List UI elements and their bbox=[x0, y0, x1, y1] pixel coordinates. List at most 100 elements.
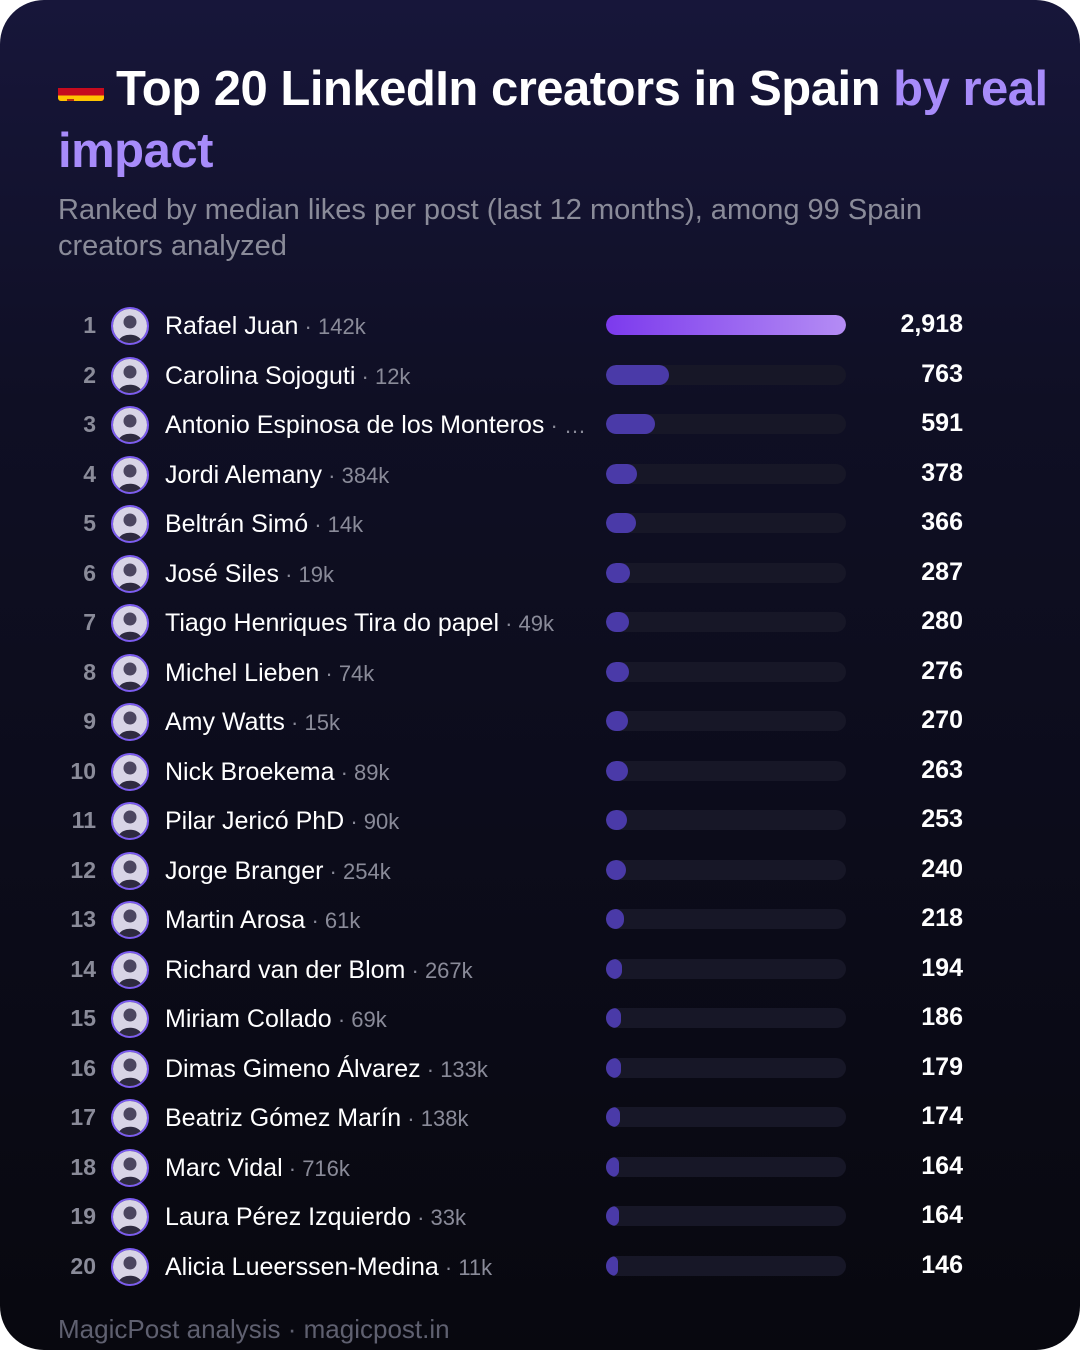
rank-label: 6 bbox=[83, 559, 96, 586]
follower-count: · 61k bbox=[305, 908, 361, 933]
table-row: 11 Pilar Jericó PhD · 90k 253 bbox=[0, 801, 1080, 841]
table-row: 7 Tiago Henriques Tira do papel · 49k 280 bbox=[0, 603, 1080, 643]
follower-count: · 49k bbox=[499, 611, 555, 636]
creator-name: Jorge Branger bbox=[165, 856, 324, 885]
creator-label: Tiago Henriques Tira do papel · 49k bbox=[165, 607, 590, 640]
rank-label: 5 bbox=[83, 510, 96, 536]
footer-credit: MagicPost analysis · magicpost.in bbox=[58, 1314, 450, 1344]
bar-track bbox=[606, 1107, 846, 1127]
creator-label: Jordi Alemany · 384k bbox=[165, 459, 590, 492]
avatar bbox=[111, 802, 149, 840]
creator-label: Martin Arosa · 61k bbox=[165, 904, 590, 937]
creator-name: Beatriz Gómez Marín bbox=[165, 1104, 402, 1132]
bar bbox=[606, 513, 637, 533]
creator-name: Jordi Alemany bbox=[165, 460, 323, 489]
avatar bbox=[111, 703, 149, 741]
bar bbox=[606, 1206, 620, 1226]
bar bbox=[606, 760, 628, 781]
creator-label: Laura Pérez Izquierdo · 33k bbox=[165, 1201, 590, 1234]
follower-count: · 33k bbox=[410, 1205, 467, 1230]
avatar bbox=[111, 554, 149, 593]
creator-name: Michel Lieben bbox=[165, 658, 320, 687]
creator-name: Tiago Henriques Tira do papel bbox=[165, 609, 499, 637]
follower-count: · 133k bbox=[420, 1056, 488, 1082]
avatar bbox=[111, 1049, 149, 1088]
title-highlight: by real impact bbox=[58, 62, 1048, 178]
avatar bbox=[111, 752, 149, 791]
bar bbox=[606, 1008, 622, 1028]
table-row: 4 Jordi Alemany · 384k 378 bbox=[0, 455, 1080, 495]
creator-label: Marc Vidal · 716k bbox=[165, 1152, 590, 1185]
avatar bbox=[111, 851, 149, 890]
follower-count: · 142k bbox=[298, 314, 366, 339]
avatar bbox=[111, 307, 149, 345]
follower-count: · … bbox=[544, 413, 586, 438]
bar-track bbox=[606, 958, 846, 979]
value-label: 186 bbox=[921, 1003, 963, 1031]
value-label: 146 bbox=[921, 1250, 963, 1279]
table-row: 3 Antonio Espinosa de los Monteros · … 591 bbox=[0, 405, 1080, 445]
value-label: 253 bbox=[921, 805, 963, 833]
creator-label: José Siles · 19k bbox=[165, 558, 590, 591]
creator-name: Dimas Gimeno Álvarez bbox=[165, 1054, 421, 1083]
spain-flag-icon bbox=[58, 71, 104, 101]
creator-label: Jorge Branger · 254k bbox=[165, 855, 590, 888]
follower-count: · 267k bbox=[405, 957, 473, 983]
follower-count: · 69k bbox=[331, 1007, 387, 1032]
rank-label: 9 bbox=[83, 708, 96, 734]
table-row: 2 Carolina Sojoguti · 12k 763 bbox=[0, 356, 1080, 396]
creator-label: Pilar Jericó PhD · 90k bbox=[165, 805, 590, 838]
bar bbox=[606, 315, 846, 335]
table-row: 8 Michel Lieben · 74k 276 bbox=[0, 653, 1080, 693]
creator-label: Beatriz Gómez Marín · 138k bbox=[165, 1102, 590, 1135]
avatar bbox=[111, 1000, 149, 1038]
table-row: 15 Miriam Collado · 69k 186 bbox=[0, 999, 1080, 1039]
table-row: 5 Beltrán Simó · 14k 366 bbox=[0, 504, 1080, 544]
rank-label: 2 bbox=[83, 361, 96, 388]
table-row: 12 Jorge Branger · 254k 240 bbox=[0, 851, 1080, 891]
bar-track bbox=[606, 414, 846, 434]
value-label: 280 bbox=[921, 607, 963, 635]
avatar bbox=[111, 406, 149, 444]
bar bbox=[606, 562, 630, 583]
creator-label: Beltrán Simó · 14k bbox=[165, 508, 590, 541]
table-row: 6 José Siles · 19k 287 bbox=[0, 554, 1080, 594]
avatar bbox=[111, 455, 149, 494]
follower-count: · 12k bbox=[355, 363, 411, 389]
value-label: 174 bbox=[921, 1102, 963, 1130]
bar-track bbox=[606, 661, 846, 682]
creator-label: Nick Broekema · 89k bbox=[165, 756, 590, 789]
table-row: 20 Alicia Lueerssen-Medina · 11k 146 bbox=[0, 1247, 1080, 1287]
bar-track bbox=[606, 1057, 846, 1078]
rank-label: 3 bbox=[83, 411, 96, 437]
value-label: 164 bbox=[921, 1201, 963, 1229]
avatar bbox=[111, 1148, 149, 1187]
table-row: 10 Nick Broekema · 89k 263 bbox=[0, 752, 1080, 792]
rank-label: 14 bbox=[70, 955, 96, 982]
value-label: 164 bbox=[921, 1151, 963, 1180]
bar bbox=[606, 1156, 620, 1177]
creator-label: Rafael Juan · 142k bbox=[165, 310, 590, 343]
rank-label: 18 bbox=[70, 1153, 96, 1180]
follower-count: · 15k bbox=[284, 710, 340, 735]
creator-label: Michel Lieben · 74k bbox=[165, 657, 590, 690]
rank-label: 19 bbox=[70, 1203, 96, 1229]
follower-count: · 74k bbox=[319, 660, 375, 686]
table-row: 16 Dimas Gimeno Álvarez · 133k 179 bbox=[0, 1049, 1080, 1089]
value-label: 591 bbox=[921, 409, 963, 437]
chart-title: Top 20 LinkedIn creators in Spain by rea… bbox=[58, 58, 1048, 182]
follower-count: · 89k bbox=[334, 759, 390, 785]
creator-label: Amy Watts · 15k bbox=[165, 706, 590, 739]
table-row: 17 Beatriz Gómez Marín · 138k 174 bbox=[0, 1098, 1080, 1138]
creator-name: Marc Vidal bbox=[165, 1153, 283, 1182]
bar bbox=[606, 1057, 621, 1078]
value-label: 287 bbox=[921, 557, 963, 586]
bar-track bbox=[606, 711, 846, 731]
creator-name: Antonio Espinosa de los Monteros bbox=[165, 411, 545, 439]
creator-label: Dimas Gimeno Álvarez · 133k bbox=[165, 1053, 590, 1086]
bar bbox=[606, 612, 630, 632]
avatar bbox=[111, 901, 149, 939]
follower-count: · 254k bbox=[323, 858, 391, 884]
creator-label: Alicia Lueerssen-Medina · 11k bbox=[165, 1251, 590, 1284]
table-row: 19 Laura Pérez Izquierdo · 33k 164 bbox=[0, 1197, 1080, 1237]
